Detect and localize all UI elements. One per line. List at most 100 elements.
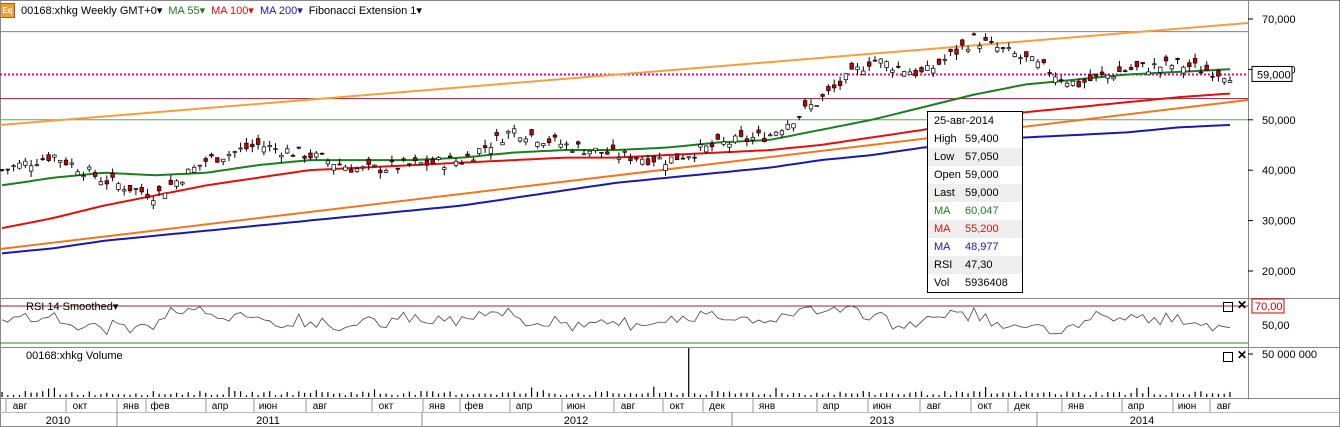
ma100-line xyxy=(1,92,1231,230)
ma200-label[interactable]: MA 200▾ xyxy=(259,4,303,17)
candle-body xyxy=(954,48,959,55)
candle-body xyxy=(913,69,918,77)
tooltip-row: High 59,400 xyxy=(928,130,1022,148)
year-label: 2013 xyxy=(870,415,894,427)
ma55-label[interactable]: MA 55▾ xyxy=(168,4,206,17)
candle-body xyxy=(1140,62,1145,65)
tooltip-row: MA 55,200 xyxy=(928,220,1022,238)
close-icon[interactable]: ✕ xyxy=(1237,298,1248,312)
candle-body xyxy=(232,151,237,153)
year-label: 2011 xyxy=(256,415,280,427)
candle-body xyxy=(145,193,150,199)
candle-body xyxy=(238,147,243,150)
candle-body xyxy=(925,65,930,71)
ma100-label[interactable]: MA 100▾ xyxy=(211,4,254,17)
candle-body xyxy=(453,160,459,166)
rsi-line xyxy=(1,305,1231,336)
fibonacci-label[interactable]: Fibonacci Extension 1▾ xyxy=(308,4,422,17)
candle-body xyxy=(744,138,750,142)
candle-body xyxy=(116,183,121,190)
candle-body xyxy=(122,189,127,192)
candle-body xyxy=(11,165,16,168)
ma200-line xyxy=(1,124,1231,255)
candle-body xyxy=(325,160,331,165)
candle-body xyxy=(296,146,301,149)
month-label: окт xyxy=(379,401,394,412)
candle-body xyxy=(389,159,395,163)
candle-body xyxy=(878,58,883,64)
candle-body xyxy=(791,123,796,129)
candle-body xyxy=(98,181,104,186)
candle-body xyxy=(226,153,232,157)
candle-body xyxy=(709,143,715,148)
tooltip-value: 5936408 xyxy=(965,277,1008,289)
volume-pane-title[interactable]: 00168:xhkg Volume xyxy=(26,350,123,362)
candle-body xyxy=(1169,65,1174,70)
candle-body xyxy=(762,137,767,143)
year-label: 2010 xyxy=(46,415,70,427)
candle-body xyxy=(477,148,482,154)
tooltip-key: RSI xyxy=(934,259,953,271)
candle-body xyxy=(820,94,825,97)
candle-body xyxy=(110,172,115,178)
candle-body xyxy=(209,153,214,157)
tooltip-value: 60,047 xyxy=(965,205,999,217)
candle-body xyxy=(977,45,982,49)
maximize-icon[interactable] xyxy=(1223,302,1233,312)
symbol-label[interactable]: 00168:xhkg Weekly GMT+0▾ xyxy=(21,4,163,17)
candle-body xyxy=(17,162,22,169)
rsi-pane-title[interactable]: RSI 14 Smoothed▾ xyxy=(26,301,119,313)
candle-body xyxy=(360,166,365,169)
candle-body xyxy=(640,158,645,165)
candle-body xyxy=(622,150,627,153)
candle-body xyxy=(867,61,872,67)
candle-body xyxy=(285,148,290,154)
candle-body xyxy=(180,181,185,185)
candle-body xyxy=(413,157,418,161)
candle-body xyxy=(401,158,406,161)
candle-body xyxy=(1210,75,1215,78)
price-tick-label: 30,000 xyxy=(1262,216,1296,228)
month-label: авг xyxy=(13,401,28,412)
candle-body xyxy=(244,142,249,150)
tooltip-row: Open 59,000 xyxy=(928,166,1022,184)
maximize-icon[interactable] xyxy=(1223,352,1233,362)
candle-body xyxy=(645,158,651,165)
tooltip-date: 25-авг-2014 xyxy=(934,115,995,127)
candle-body xyxy=(1041,59,1046,64)
candle-body xyxy=(1187,62,1192,68)
tooltip-key: MA xyxy=(934,205,951,217)
candle-body xyxy=(75,171,80,176)
month-label: июн xyxy=(1178,401,1197,412)
candle-body xyxy=(261,146,267,153)
candle-body xyxy=(558,143,563,148)
candle-body xyxy=(797,116,802,118)
close-icon[interactable]: ✕ xyxy=(1237,348,1248,362)
candle-body xyxy=(168,180,173,185)
candle-body xyxy=(174,180,179,187)
candle-body xyxy=(127,184,133,192)
candle-body xyxy=(564,143,569,146)
current-price-label: 59,000 xyxy=(1257,69,1291,81)
candle-body xyxy=(1099,71,1105,76)
month-label: июн xyxy=(259,401,278,412)
tooltip-key: Vol xyxy=(934,277,950,289)
candle-body xyxy=(255,138,261,145)
candle-body xyxy=(215,157,220,163)
candle-body xyxy=(1076,80,1081,88)
candle-body xyxy=(1024,51,1029,58)
candle-body xyxy=(1146,71,1151,76)
price-tick-label: 50,000 xyxy=(1262,115,1296,127)
candle-body xyxy=(1192,58,1198,64)
candle-body xyxy=(872,59,878,62)
year-label: 2012 xyxy=(564,415,588,427)
candle-body xyxy=(366,158,371,165)
equity-icon[interactable]: Eq xyxy=(0,2,15,18)
candle-body xyxy=(46,154,51,161)
candle-body xyxy=(0,169,5,171)
candle-body xyxy=(919,67,924,73)
candle-body xyxy=(773,131,779,136)
candle-body xyxy=(1175,58,1180,61)
candle-body xyxy=(23,160,28,166)
